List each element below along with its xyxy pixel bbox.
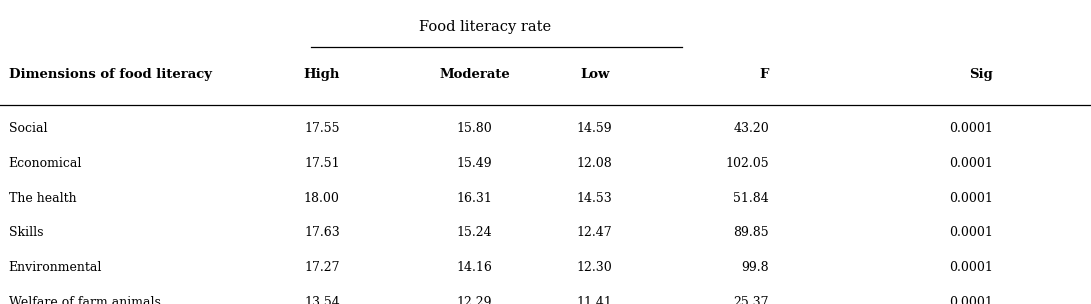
Text: Environmental: Environmental [9,261,103,275]
Text: 17.51: 17.51 [304,157,339,170]
Text: 99.8: 99.8 [742,261,769,275]
Text: 15.80: 15.80 [457,122,492,135]
Text: 18.00: 18.00 [304,192,339,205]
Text: 14.59: 14.59 [577,122,612,135]
Text: 89.85: 89.85 [733,226,769,240]
Text: Dimensions of food literacy: Dimensions of food literacy [9,68,212,81]
Text: 14.16: 14.16 [457,261,492,275]
Text: High: High [303,68,340,81]
Text: 12.30: 12.30 [577,261,612,275]
Text: Economical: Economical [9,157,82,170]
Text: 11.41: 11.41 [577,296,612,304]
Text: 17.63: 17.63 [304,226,339,240]
Text: F: F [759,68,769,81]
Text: Sig: Sig [969,68,993,81]
Text: 0.0001: 0.0001 [949,192,993,205]
Text: 17.27: 17.27 [304,261,339,275]
Text: Moderate: Moderate [440,68,509,81]
Text: 25.37: 25.37 [733,296,769,304]
Text: 15.49: 15.49 [457,157,492,170]
Text: 14.53: 14.53 [577,192,612,205]
Text: Social: Social [9,122,47,135]
Text: 102.05: 102.05 [726,157,769,170]
Text: Low: Low [580,68,609,81]
Text: 43.20: 43.20 [733,122,769,135]
Text: Skills: Skills [9,226,44,240]
Text: 13.54: 13.54 [304,296,339,304]
Text: 0.0001: 0.0001 [949,157,993,170]
Text: 12.47: 12.47 [577,226,612,240]
Text: 0.0001: 0.0001 [949,261,993,275]
Text: 12.08: 12.08 [577,157,612,170]
Text: 51.84: 51.84 [733,192,769,205]
Text: Welfare of farm animals: Welfare of farm animals [9,296,160,304]
Text: 17.55: 17.55 [304,122,339,135]
Text: 0.0001: 0.0001 [949,226,993,240]
Text: 12.29: 12.29 [457,296,492,304]
Text: 15.24: 15.24 [457,226,492,240]
Text: 16.31: 16.31 [457,192,492,205]
Text: Food literacy rate: Food literacy rate [419,20,552,34]
Text: 0.0001: 0.0001 [949,122,993,135]
Text: The health: The health [9,192,76,205]
Text: 0.0001: 0.0001 [949,296,993,304]
